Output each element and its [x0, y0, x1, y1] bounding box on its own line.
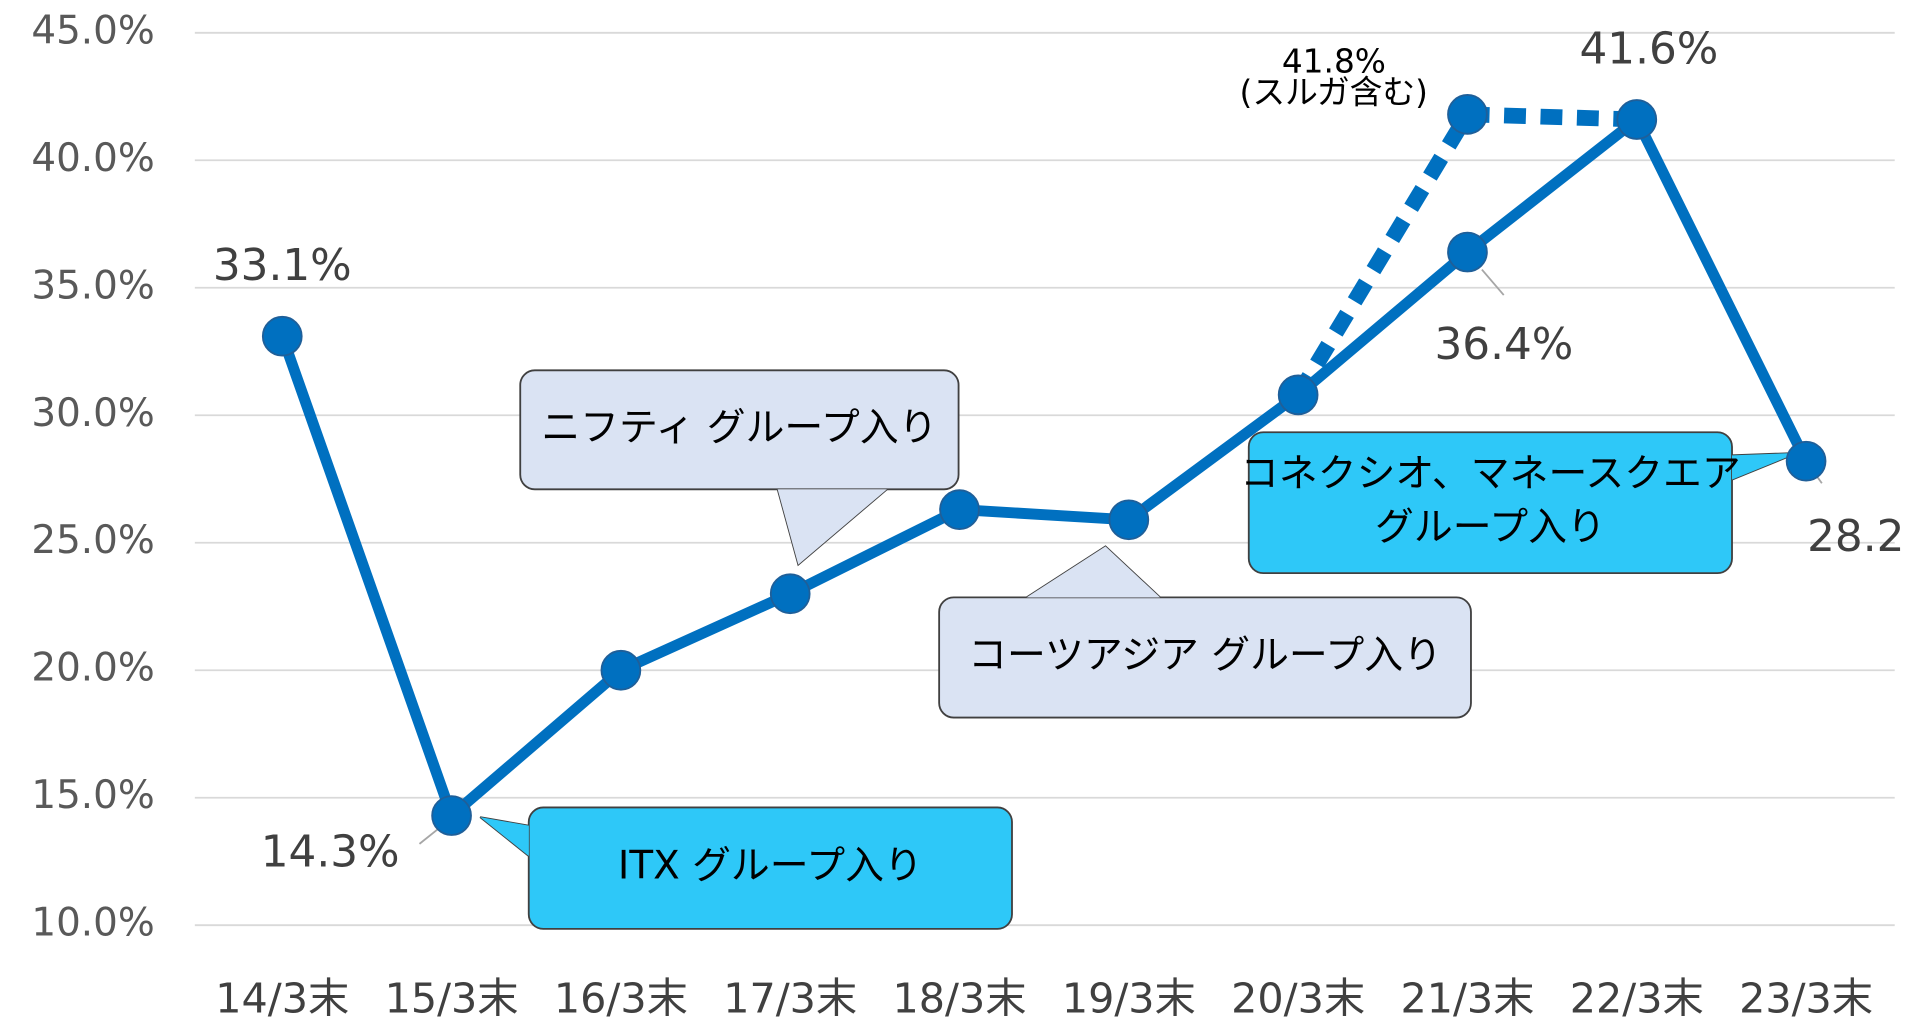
marker — [431, 795, 472, 836]
y-tick-label: 40.0% — [31, 136, 154, 181]
x-tick-label: 17/3末 — [723, 975, 857, 1023]
marker — [939, 489, 980, 530]
marker — [1277, 374, 1319, 416]
marker — [1785, 440, 1827, 482]
callout: コーツアジア グループ入り — [938, 545, 1472, 719]
callout-tail-cover — [1732, 452, 1798, 480]
y-tick-label: 10.0% — [31, 901, 154, 946]
x-tick-label: 16/3末 — [554, 975, 688, 1023]
marker — [1616, 99, 1658, 140]
annotation: コネクシオ、マネースクエア — [1240, 451, 1741, 496]
callout-tail-cover — [1026, 546, 1161, 598]
annotation: (スルガ含む) — [1240, 74, 1428, 112]
data-label: 41.6% — [1579, 23, 1718, 74]
marker — [1108, 499, 1150, 541]
y-tick-label: 35.0% — [31, 263, 154, 308]
marker — [1447, 94, 1488, 135]
callout-box — [527, 806, 1013, 930]
annotation: コーツアジア グループ入り — [968, 633, 1442, 678]
y-tick-label: 15.0% — [31, 773, 154, 818]
annotation: ITX グループ入り — [618, 844, 923, 889]
x-tick-label: 22/3末 — [1570, 975, 1704, 1023]
data-label: 41.8% — [1282, 42, 1386, 80]
callout-tail-cover — [777, 489, 887, 565]
x-tick-label: 20/3末 — [1231, 975, 1365, 1023]
y-tick-label: 25.0% — [31, 518, 154, 563]
x-tick-label: 18/3末 — [893, 975, 1027, 1023]
data-label: 36.4% — [1434, 319, 1573, 370]
marker — [261, 315, 303, 357]
x-tick-label: 15/3末 — [385, 975, 519, 1023]
marker — [769, 573, 811, 615]
callout-box — [1247, 431, 1733, 575]
data-label: 28.2% — [1807, 511, 1905, 562]
data-label: 33.1% — [213, 240, 352, 291]
y-tick-label: 45.0% — [31, 8, 154, 53]
leader-line — [418, 828, 439, 845]
line — [277, 114, 1811, 822]
callout: ニフティ グループ入り — [519, 369, 960, 567]
x-tick-label: 21/3末 — [1400, 975, 1534, 1023]
marker — [1447, 231, 1488, 273]
leader-line — [1481, 268, 1505, 296]
callout-box — [938, 596, 1472, 719]
y-tick-label: 30.0% — [31, 391, 154, 436]
x-tick-label: 23/3末 — [1739, 975, 1873, 1023]
annotation: ニフティ グループ入り — [541, 405, 937, 450]
x-tick-label: 19/3末 — [1062, 975, 1196, 1023]
data-label: 14.3% — [261, 826, 400, 877]
callout-box — [519, 369, 960, 491]
annotation: グループ入り — [1375, 505, 1606, 550]
callout: ITX グループ入り — [479, 806, 1013, 930]
dashed-line — [1291, 106, 1638, 399]
x-tick-label: 14/3末 — [215, 975, 349, 1023]
y-tick-label: 20.0% — [31, 646, 154, 691]
marker — [600, 649, 642, 691]
